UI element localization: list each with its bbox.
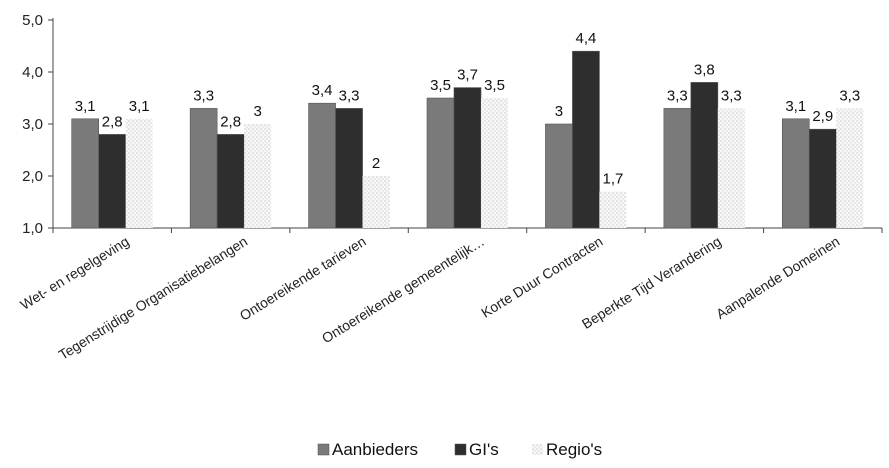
category-label: Ontoereikende tarieven: [237, 233, 369, 324]
legend-swatch-gis: [454, 443, 467, 456]
chart-bars: [71, 50, 864, 229]
data-label: 3,3: [721, 87, 742, 104]
data-label: 3,8: [694, 61, 715, 78]
legend-label-regios: Regio's: [546, 440, 602, 459]
data-label: 4,4: [575, 30, 596, 47]
bar-regios-3: [362, 176, 390, 228]
data-label: 3,3: [339, 87, 360, 104]
data-label: 3,4: [312, 82, 333, 99]
category-label: Aanpalende Domeinen: [713, 233, 842, 322]
data-label: 3: [253, 103, 261, 120]
category-label: Wet- en regelgeving: [17, 233, 132, 313]
data-label: 2,9: [812, 108, 833, 125]
bar-regios-6: [717, 108, 745, 228]
bar-gis-4: [453, 87, 482, 229]
bar-aanbieders-6: [663, 108, 692, 229]
legend-swatch-aanbieders: [317, 443, 330, 456]
data-label: 3,5: [430, 77, 451, 94]
bar-aanbieders-7: [781, 118, 810, 229]
category-label: Tegenstrijdige Organisatiebelangen: [56, 233, 251, 363]
y-tick-label: 1,0: [22, 220, 43, 237]
bar-gis-2: [216, 134, 245, 229]
bar-regios-1: [125, 118, 153, 228]
category-label: Korte Duur Contracten: [478, 233, 605, 321]
bar-aanbieders-1: [71, 118, 100, 229]
chart-legend: Aanbieders GI's Regio's: [317, 440, 602, 459]
legend-swatch-regios: [532, 444, 543, 455]
y-tick-label: 5,0: [22, 12, 43, 29]
data-label: 2: [372, 155, 380, 172]
bar-gis-5: [572, 50, 600, 229]
bar-regios-2: [244, 124, 272, 228]
data-label: 3,1: [785, 98, 806, 115]
data-label: 3,5: [484, 77, 505, 94]
y-tick-label: 3,0: [22, 116, 43, 133]
chart-data-labels: 3,1 2,8 3,1 3,3 2,8 3 3,4 3,3 2 3,5 3,7 3,5 3 4,4 1,7 3…: [75, 30, 860, 187]
bar-gis-6: [690, 82, 719, 229]
bar-gis-7: [808, 128, 837, 229]
bar-aanbieders-2: [189, 108, 218, 229]
data-label: 3,1: [75, 98, 96, 115]
bar-regios-5: [599, 191, 627, 228]
data-label: 2,8: [220, 113, 241, 130]
bar-regios-7: [836, 108, 864, 228]
bar-gis-1: [98, 134, 127, 229]
data-label: 2,8: [102, 113, 123, 130]
bar-aanbieders-3: [308, 102, 336, 229]
data-label: 3,3: [193, 87, 214, 104]
y-tick-label: 2,0: [22, 168, 43, 185]
data-label: 3,3: [839, 87, 860, 104]
data-label: 3,3: [667, 87, 688, 104]
bar-gis-3: [335, 108, 363, 229]
data-label: 3,1: [129, 98, 150, 115]
data-label: 3,7: [457, 67, 478, 84]
bar-aanbieders-4: [426, 97, 455, 229]
data-label: 1,7: [602, 171, 623, 188]
bar-aanbieders-5: [545, 123, 573, 229]
data-label: 3: [555, 103, 563, 120]
legend-label-aanbieders: Aanbieders: [332, 440, 418, 459]
legend-label-gis: GI's: [469, 440, 499, 459]
bar-regios-4: [481, 98, 508, 228]
y-tick-label: 4,0: [22, 64, 43, 81]
